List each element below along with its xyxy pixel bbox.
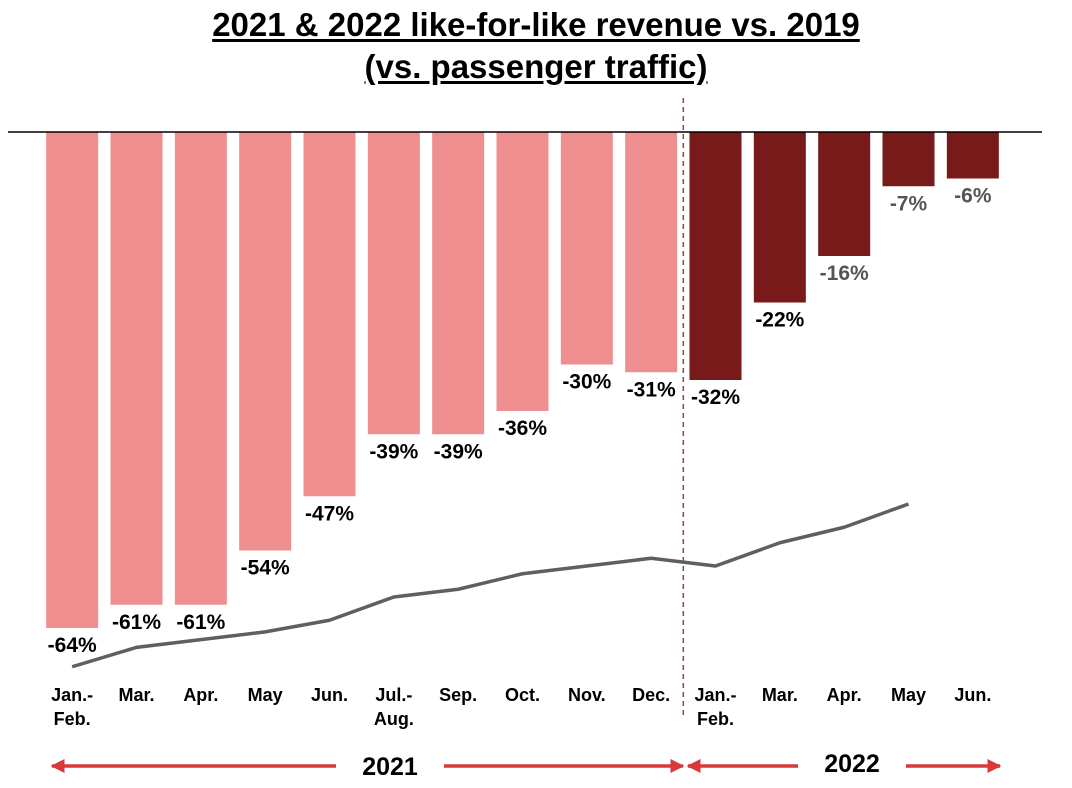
bar-6 [367, 132, 420, 435]
data-label-3: -61% [176, 611, 225, 634]
category-label-5: Jun. [311, 685, 348, 705]
bar-13 [818, 132, 871, 256]
data-label-9: -30% [562, 371, 611, 394]
category-label-1: Jan.-Feb. [51, 685, 93, 729]
category-label-6: Jul.-Aug. [374, 685, 414, 729]
data-label-5: -47% [305, 502, 354, 525]
category-label-10: Dec. [632, 685, 670, 705]
traffic-line [71, 502, 910, 669]
category-label-3: Apr. [183, 685, 218, 705]
category-label-9: Nov. [568, 685, 606, 705]
data-label-6: -39% [369, 440, 418, 463]
bar-1 [46, 132, 99, 628]
category-label-11: Jan.-Feb. [694, 685, 736, 729]
bar-15 [946, 132, 999, 179]
bar-5 [303, 132, 356, 497]
category-label-8: Oct. [505, 685, 540, 705]
chart-title-line1: 2021 & 2022 like-for-like revenue vs. 20… [212, 6, 860, 43]
data-label-8: -36% [498, 417, 547, 440]
bar-10 [625, 132, 678, 373]
year-label-2021: 2021 [362, 753, 418, 781]
bar-9 [560, 132, 613, 365]
data-label-11: -32% [691, 386, 740, 409]
chart-title-line2: (vs. passenger traffic) [364, 48, 708, 85]
year-label-2022: 2022 [824, 750, 880, 778]
data-label-13: -16% [820, 262, 869, 285]
data-label-10: -31% [627, 378, 676, 401]
bar-11 [689, 132, 742, 380]
bar-3 [174, 132, 227, 605]
category-label-2: Mar. [118, 685, 154, 705]
category-label-4: May [248, 685, 283, 705]
bar-8 [496, 132, 549, 411]
data-label-7: -39% [434, 440, 483, 463]
data-label-15: -6% [954, 185, 992, 208]
bar-14 [882, 132, 935, 187]
bar-4 [239, 132, 292, 551]
category-label-12: Mar. [762, 685, 798, 705]
data-label-1: -64% [48, 634, 97, 657]
bar-2 [110, 132, 163, 605]
category-label-13: Apr. [827, 685, 862, 705]
category-label-14: May [891, 685, 926, 705]
data-label-2: -61% [112, 611, 161, 634]
category-label-7: Sep. [439, 685, 477, 705]
data-label-12: -22% [755, 309, 804, 332]
bar-7 [432, 132, 485, 435]
data-label-4: -54% [241, 557, 290, 580]
category-label-15: Jun. [954, 685, 991, 705]
bar-12 [753, 132, 806, 303]
chart-title: 2021 & 2022 like-for-like revenue vs. 20… [0, 4, 1072, 88]
data-label-14: -7% [890, 192, 928, 215]
